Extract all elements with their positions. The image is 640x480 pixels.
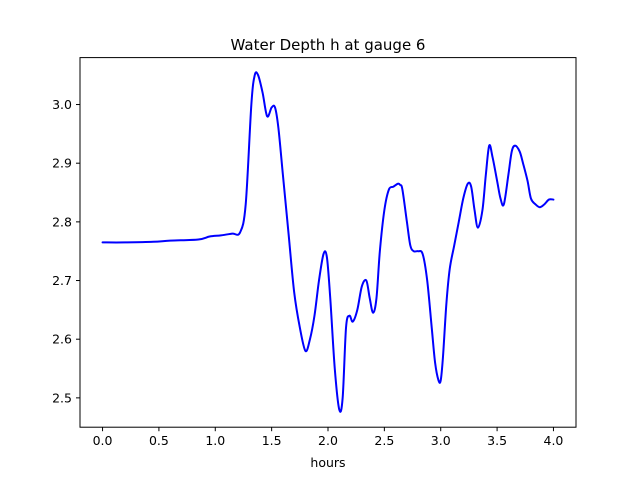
x-tick-label: 0.0 [93, 433, 113, 448]
x-tick-label: 3.5 [487, 433, 507, 448]
y-tick-label: 2.9 [52, 156, 72, 171]
x-tick-label: 2.5 [374, 433, 394, 448]
y-tick-label: 2.8 [52, 214, 72, 229]
x-tick-label: 1.0 [205, 433, 225, 448]
chart-title: Water Depth h at gauge 6 [231, 36, 426, 54]
x-tick-label: 3.0 [431, 433, 451, 448]
series-layer [101, 71, 555, 413]
plot-frame [79, 57, 577, 428]
x-tick-label: 4.0 [544, 433, 564, 448]
series-line [101, 71, 555, 413]
x-tick-label: 1.5 [262, 433, 282, 448]
x-tick-label: 0.5 [149, 433, 169, 448]
y-axis-ticks: 2.5 2.6 2.7 2.8 2.9 3.0 [52, 97, 80, 405]
y-tick-label: 3.0 [52, 97, 72, 112]
x-axis-label: hours [310, 455, 345, 470]
x-axis-ticks: 0.0 0.5 1.0 1.5 2.0 2.5 3.0 3.5 4.0 [93, 427, 564, 448]
y-tick-label: 2.7 [52, 273, 72, 288]
y-tick-label: 2.5 [52, 390, 72, 405]
x-tick-label: 2.0 [318, 433, 338, 448]
y-tick-label: 2.6 [52, 332, 72, 347]
